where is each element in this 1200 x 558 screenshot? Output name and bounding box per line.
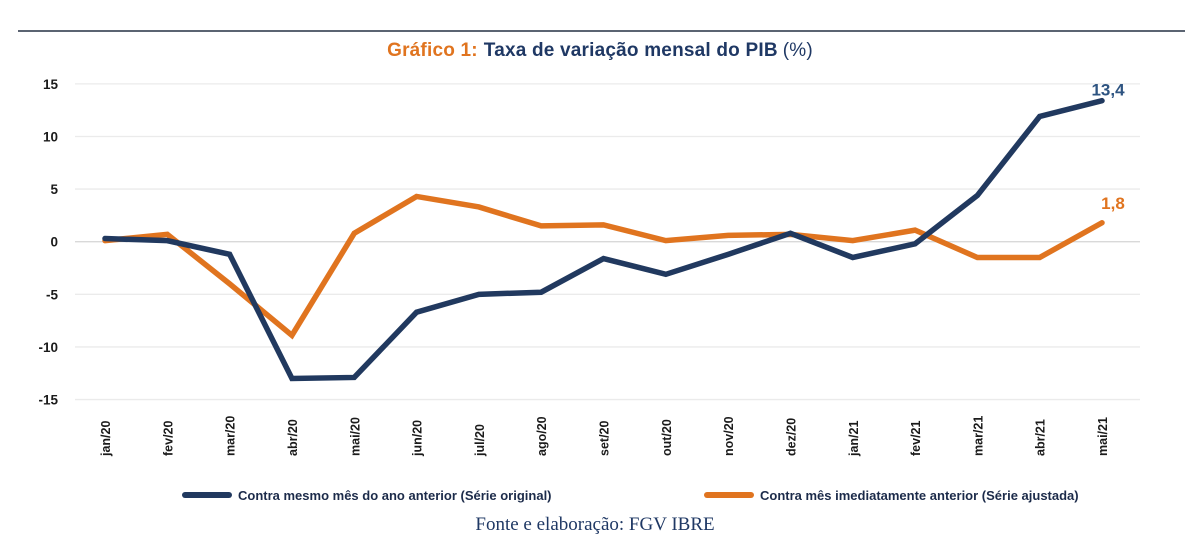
- chart-title: Gráfico 1: Taxa de variação mensal do PIB…: [0, 40, 1200, 62]
- y-axis-tick-label: 15: [43, 77, 59, 92]
- chart-title-main: Taxa de variação mensal do PIB: [483, 40, 778, 61]
- x-axis-tick-label: mai/20: [348, 417, 362, 456]
- x-axis-tick-label: out/20: [660, 419, 674, 456]
- chart-title-suffix: (%): [782, 40, 813, 61]
- x-axis-tick-label: jan/21: [847, 421, 861, 457]
- x-axis-tick-label: abr/21: [1034, 419, 1048, 456]
- top-rule: [18, 30, 1185, 32]
- series-line-serie-ajustada: [102, 193, 1105, 340]
- source-note: Fonte e elaboração: FGV IBRE: [475, 514, 715, 535]
- y-axis-tick-label: -5: [46, 287, 58, 302]
- x-axis-tick-label: jan/20: [99, 421, 113, 457]
- legend-label-serie-original: Contra mesmo mês do ano anterior (Série …: [238, 487, 552, 503]
- x-axis-tick-label: mai/21: [1096, 417, 1110, 456]
- y-axis-tick-label: 10: [43, 129, 58, 144]
- x-axis-tick-label: jun/20: [411, 420, 425, 457]
- data-label-serie-ajustada: 1,8: [1101, 194, 1125, 213]
- y-axis-tick-label: 5: [50, 182, 58, 197]
- x-axis-tick-label: jul/20: [473, 424, 487, 457]
- y-axis-tick-label: 0: [50, 235, 58, 250]
- x-axis-tick-label: ago/20: [535, 416, 549, 456]
- data-label-serie-original: 13,4: [1091, 81, 1125, 100]
- y-axis-tick-label: -10: [38, 340, 58, 355]
- x-axis-tick-label: fev/20: [161, 421, 175, 456]
- x-axis-tick-label: abr/20: [286, 419, 300, 456]
- legend-swatch-serie-original-icon: [182, 492, 232, 498]
- x-axis-tick-label: fev/21: [909, 421, 923, 456]
- legend-item-serie-ajustada: Contra mês imediatamente anterior (Série…: [704, 486, 1079, 504]
- x-axis-tick-label: dez/20: [784, 418, 798, 456]
- x-axis-tick-label: nov/20: [722, 416, 736, 456]
- chart-legend: Contra mesmo mês do ano anterior (Série …: [0, 486, 1200, 506]
- legend-item-serie-original: Contra mesmo mês do ano anterior (Série …: [182, 486, 552, 504]
- chart-title-prefix: Gráfico 1:: [387, 40, 478, 61]
- x-axis-tick-label: set/20: [598, 421, 612, 456]
- y-axis-tick-label: -15: [38, 393, 58, 408]
- pib-line-chart: 15 10 5 0 -5 -10 -15 jan/20 fev/20 mar/20 abr/20 ma…: [38, 77, 1140, 457]
- x-axis-tick-label: mar/21: [971, 416, 985, 456]
- x-axis-tick-label: mar/20: [224, 416, 238, 456]
- legend-swatch-serie-ajustada-icon: [704, 492, 754, 498]
- legend-label-serie-ajustada: Contra mês imediatamente anterior (Série…: [760, 487, 1079, 503]
- series-line-serie-original: [102, 97, 1105, 382]
